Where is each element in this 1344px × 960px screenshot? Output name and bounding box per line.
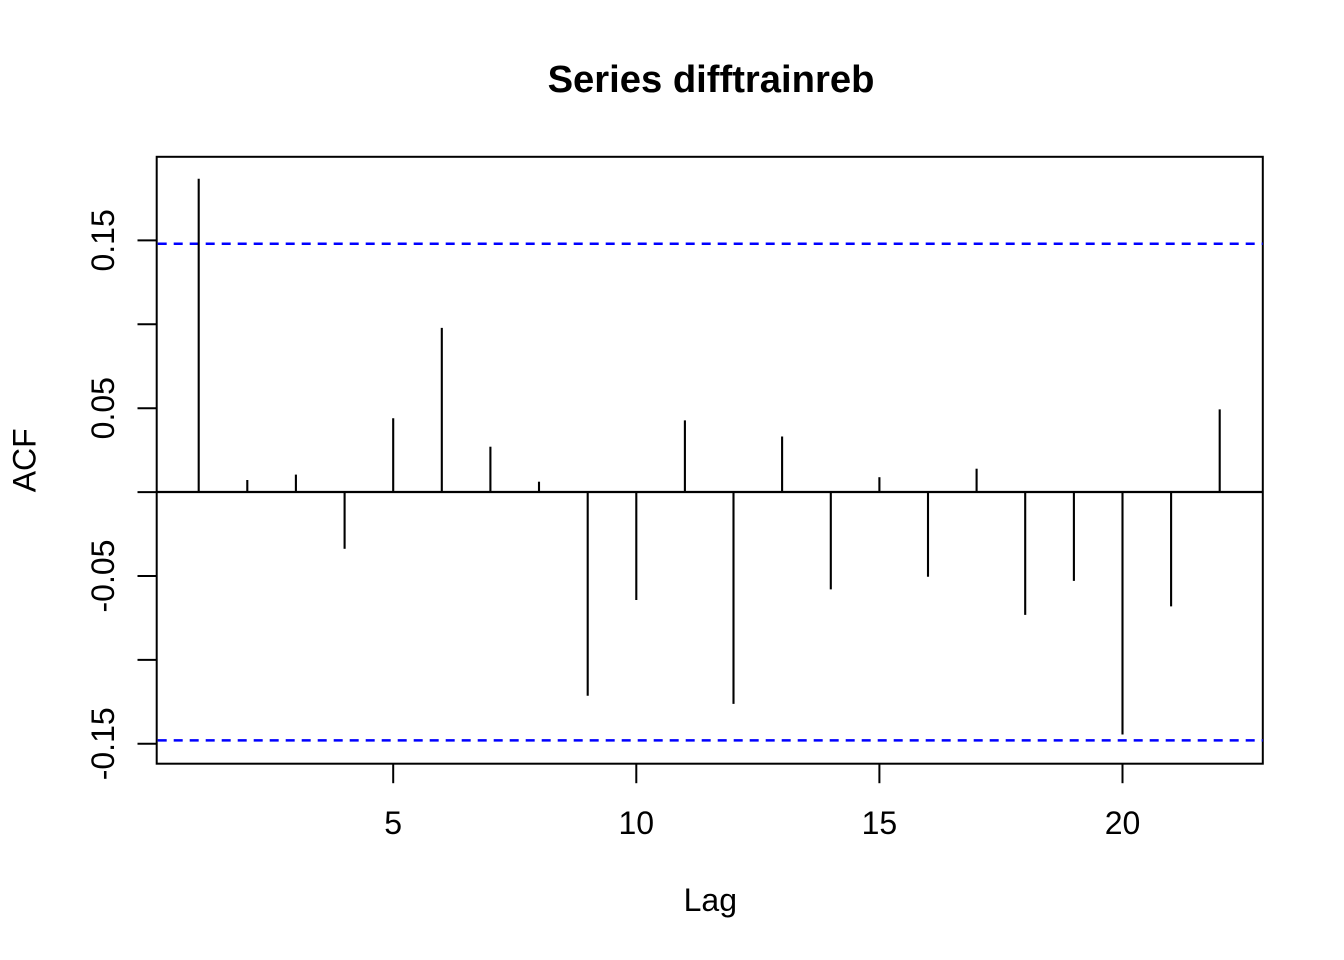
svg-text:5: 5 [384, 805, 402, 841]
svg-text:ACF: ACF [7, 428, 43, 492]
svg-text:Series difftrainreb: Series difftrainreb [548, 58, 875, 101]
svg-text:Lag: Lag [684, 882, 737, 918]
svg-text:-0.05: -0.05 [85, 540, 121, 613]
svg-text:20: 20 [1105, 805, 1141, 841]
svg-text:15: 15 [862, 805, 898, 841]
svg-text:-0.15: -0.15 [85, 707, 121, 780]
svg-text:0.15: 0.15 [85, 209, 121, 271]
svg-text:0.05: 0.05 [85, 377, 121, 439]
svg-text:10: 10 [619, 805, 655, 841]
